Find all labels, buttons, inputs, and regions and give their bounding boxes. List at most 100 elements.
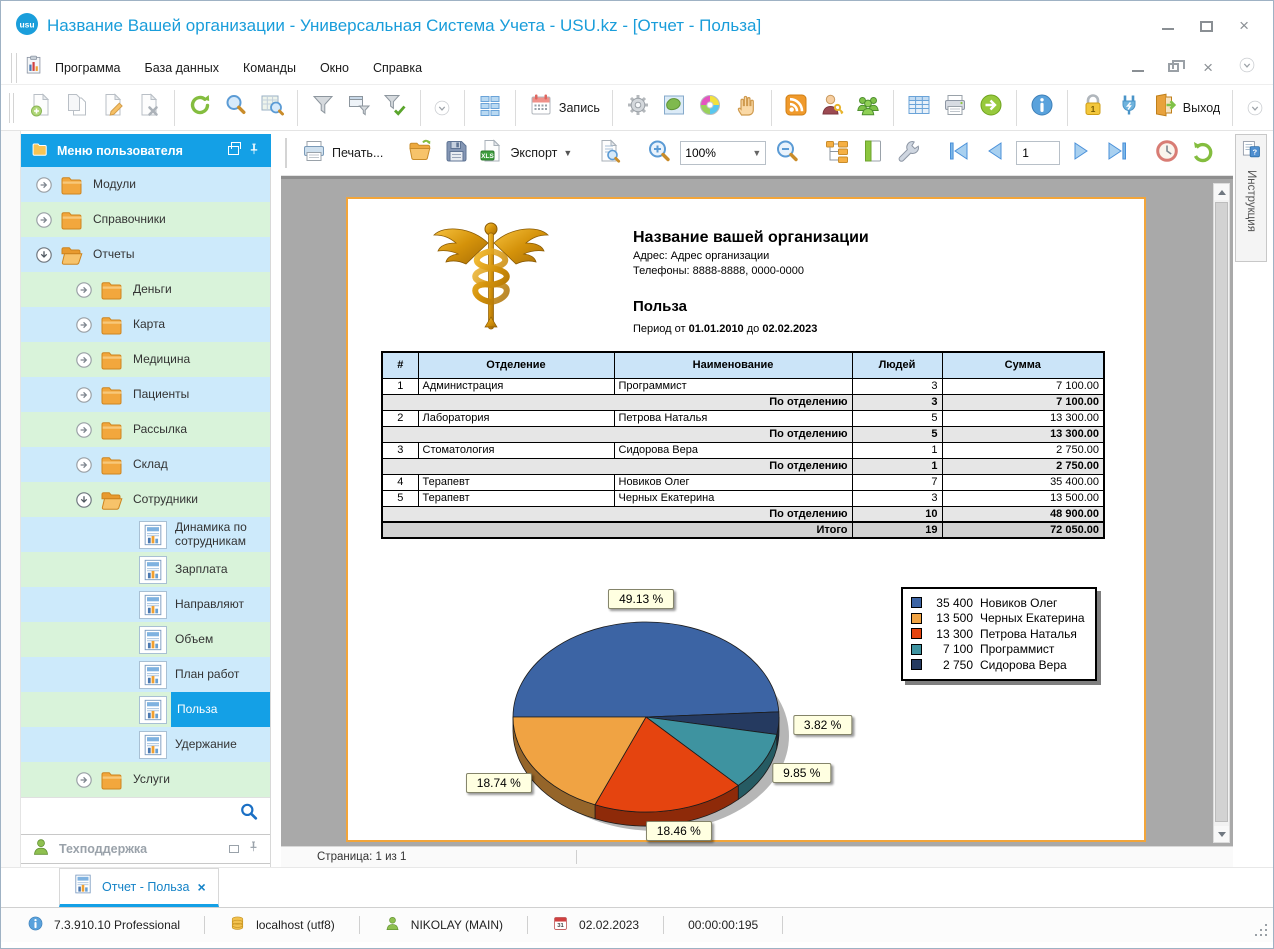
nav-next-button[interactable]	[1064, 135, 1098, 172]
page-green-button[interactable]	[856, 135, 890, 172]
expand-icon[interactable]	[33, 209, 55, 231]
tab-report-polza[interactable]: Отчет - Польза ×	[59, 868, 219, 907]
toolbar-overflow-chevron-icon[interactable]	[1241, 95, 1269, 121]
scroll-up-icon[interactable]	[1214, 184, 1229, 200]
tab-close-icon[interactable]: ×	[197, 879, 205, 895]
toolbar-grip[interactable]	[285, 138, 287, 168]
tree-item-сотрудники[interactable]: Сотрудники	[21, 482, 270, 517]
instruction-tab[interactable]: ? Инструкция	[1235, 134, 1267, 262]
tree-item-деньги[interactable]: Деньги	[21, 272, 270, 307]
nav-prev-button[interactable]	[978, 135, 1012, 172]
gear-button[interactable]	[621, 89, 655, 126]
mdi-close-icon[interactable]: ×	[1203, 62, 1213, 74]
expand-icon[interactable]	[73, 769, 95, 791]
tree-item-план-работ[interactable]: План работ	[21, 657, 270, 692]
tree-item-медицина[interactable]: Медицина	[21, 342, 270, 377]
page-add-button[interactable]	[24, 89, 58, 126]
undo-button[interactable]	[1186, 135, 1220, 172]
close-button-icon[interactable]: ×	[1239, 20, 1249, 32]
search-button[interactable]	[219, 89, 253, 126]
wrench-button[interactable]	[892, 135, 926, 172]
tree-item-отчеты[interactable]: Отчеты	[21, 237, 270, 272]
preview-button[interactable]	[592, 135, 626, 172]
filter-button[interactable]	[306, 89, 340, 126]
export-xls-button[interactable]: XLSЭкспорт▼	[475, 135, 576, 172]
expand-icon[interactable]	[73, 419, 95, 441]
support-panel[interactable]: Техподдержка	[21, 834, 270, 864]
printer-button[interactable]	[938, 89, 972, 126]
scroll-down-icon[interactable]	[1214, 826, 1229, 842]
exit-button[interactable]: Выход	[1148, 89, 1224, 126]
tree-item-услуги[interactable]: Услуги	[21, 762, 270, 797]
menu-item-окно[interactable]: Окно	[320, 61, 349, 75]
menu-item-база-данных[interactable]: База данных	[145, 61, 219, 75]
support-pin-icon[interactable]	[247, 840, 260, 858]
users-button[interactable]	[851, 89, 885, 126]
structure-button[interactable]	[820, 135, 854, 172]
clock-button[interactable]	[1150, 135, 1184, 172]
table-button[interactable]	[902, 89, 936, 126]
tree-item-модули[interactable]: Модули	[21, 167, 270, 202]
rss-button[interactable]	[779, 89, 813, 126]
menu-item-справка[interactable]: Справка	[373, 61, 422, 75]
print-button[interactable]: Печать...	[297, 135, 387, 172]
tree-item-карта[interactable]: Карта	[21, 307, 270, 342]
save-button[interactable]	[439, 135, 473, 172]
maximize-button-icon[interactable]	[1200, 21, 1213, 32]
tree-item-зарплата[interactable]: Зарплата	[21, 552, 270, 587]
lock-button[interactable]: 1	[1076, 89, 1110, 126]
expand-icon[interactable]	[33, 174, 55, 196]
page-number-input[interactable]	[1016, 141, 1060, 165]
tree-item-объем[interactable]: Объем	[21, 622, 270, 657]
resize-grip[interactable]	[1253, 922, 1267, 936]
sidebar-float-icon[interactable]	[228, 146, 239, 155]
mdi-chevron-icon[interactable]	[1237, 55, 1257, 80]
tree-item-направляют[interactable]: Направляют	[21, 587, 270, 622]
expand-icon[interactable]	[73, 454, 95, 476]
expand-icon[interactable]	[73, 384, 95, 406]
arrow-right-button[interactable]	[974, 89, 1008, 126]
tree-item-склад[interactable]: Склад	[21, 447, 270, 482]
nav-first-button[interactable]	[942, 135, 976, 172]
collapse-icon[interactable]	[33, 244, 55, 266]
tree-item-пациенты[interactable]: Пациенты	[21, 377, 270, 412]
page-copy-button[interactable]	[60, 89, 94, 126]
tree-item-рассылка[interactable]: Рассылка	[21, 412, 270, 447]
zoom-out-button[interactable]	[770, 135, 804, 172]
refresh-button[interactable]	[183, 89, 217, 126]
sidebar-header[interactable]: Меню пользователя	[21, 134, 271, 167]
menu-item-программа[interactable]: Программа	[55, 61, 121, 75]
folder-open-button[interactable]	[403, 135, 437, 172]
expand-icon[interactable]	[73, 314, 95, 336]
minimize-button-icon[interactable]	[1162, 22, 1174, 30]
tree-item-польза[interactable]: Польза	[21, 692, 270, 727]
tree-search-button[interactable]	[21, 797, 270, 830]
zoom-in-button[interactable]	[642, 135, 676, 172]
nav-last-button[interactable]	[1100, 135, 1134, 172]
calendar-button[interactable]: Запись	[524, 89, 604, 126]
info-button[interactable]	[1025, 89, 1059, 126]
tree-item-динамика-по-сотрудникам[interactable]: Динамика по сотрудникам	[21, 517, 270, 552]
sidebar-pin-icon[interactable]	[247, 142, 261, 159]
toolbar-overflow-chevron-icon[interactable]	[428, 95, 456, 121]
colors-button[interactable]	[693, 89, 727, 126]
filter-check-button[interactable]	[378, 89, 412, 126]
search-grid-button[interactable]	[255, 89, 289, 126]
support-restore-icon[interactable]	[229, 845, 239, 853]
expand-icon[interactable]	[73, 349, 95, 371]
toolbar-grip[interactable]	[11, 53, 17, 83]
zoom-level-combo[interactable]: 100%▼	[680, 141, 766, 165]
tree-item-справочники[interactable]: Справочники	[21, 202, 270, 237]
hand-button[interactable]	[729, 89, 763, 126]
collapse-icon[interactable]	[73, 489, 95, 511]
mdi-restore-icon[interactable]	[1168, 63, 1179, 72]
plug-button[interactable]	[1112, 89, 1146, 126]
tiles-button[interactable]	[473, 89, 507, 126]
expand-icon[interactable]	[73, 279, 95, 301]
page-edit-button[interactable]	[96, 89, 130, 126]
toolbar-grip[interactable]	[9, 93, 14, 123]
menu-item-команды[interactable]: Команды	[243, 61, 296, 75]
user-key-button[interactable]	[815, 89, 849, 126]
map-button[interactable]	[657, 89, 691, 126]
mdi-minimize-icon[interactable]	[1132, 64, 1144, 72]
